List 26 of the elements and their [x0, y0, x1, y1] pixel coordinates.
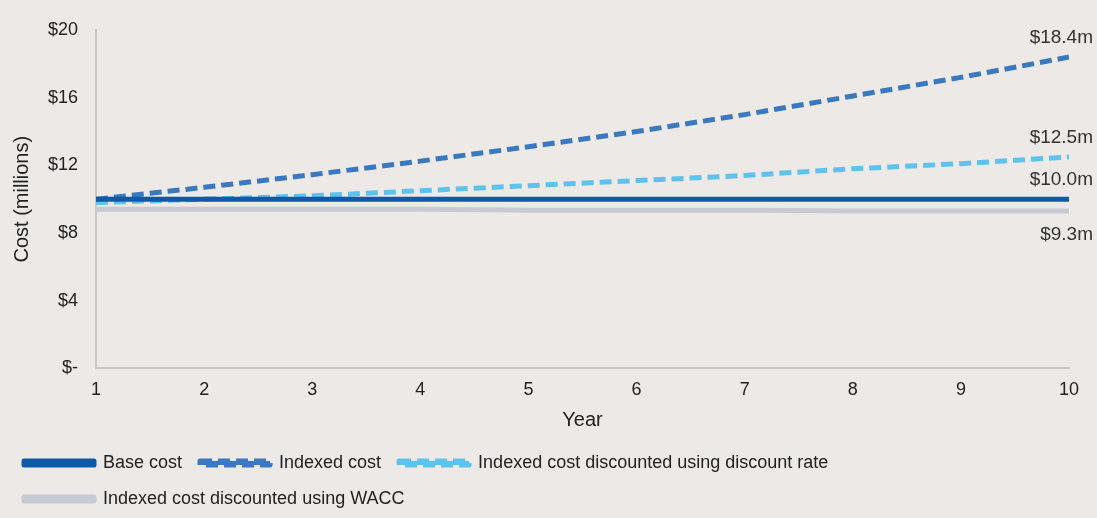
- data-label: $18.4m: [1029, 25, 1093, 47]
- x-axis-title: Year: [562, 407, 604, 430]
- y-tick-label: $20: [47, 18, 79, 39]
- x-tick-label: 3: [307, 379, 318, 400]
- legend-label: Indexed cost discounted using discount rate: [478, 451, 829, 472]
- legend-label: Base cost: [103, 451, 183, 472]
- x-tick-label: 7: [739, 379, 750, 400]
- data-label: $9.3m: [1040, 222, 1093, 244]
- data-label: $12.5m: [1029, 125, 1093, 147]
- y-tick-label: $-: [62, 357, 79, 378]
- y-tick-label: $8: [58, 222, 79, 243]
- y-tick-label: $12: [47, 154, 79, 175]
- x-tick-label: 5: [523, 379, 534, 400]
- legend-label: Indexed cost discounted using WACC: [103, 487, 405, 508]
- data-label: $10.0m: [1029, 167, 1093, 189]
- x-tick-label: 8: [847, 379, 858, 400]
- x-tick-label: 4: [415, 379, 426, 400]
- y-axis-title: Cost (millions): [9, 135, 32, 263]
- x-tick-label: 6: [631, 379, 642, 400]
- y-tick-label: $4: [58, 289, 79, 310]
- y-tick-label: $16: [47, 86, 79, 107]
- x-tick-label: 1: [91, 379, 102, 400]
- x-tick-label: 10: [1058, 379, 1080, 400]
- x-tick-label: 9: [955, 379, 966, 400]
- legend-label: Indexed cost: [279, 451, 382, 472]
- x-tick-label: 2: [199, 379, 210, 400]
